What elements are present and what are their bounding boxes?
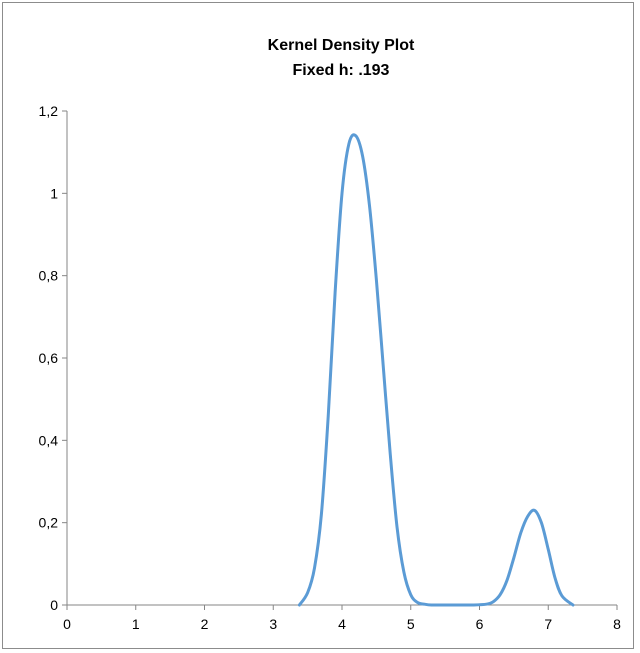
chart-title: Kernel Density Plot bbox=[268, 37, 415, 54]
x-tick-label: 0 bbox=[63, 616, 71, 632]
y-tick-label: 1 bbox=[50, 185, 58, 201]
y-tick-label: 0,8 bbox=[39, 268, 59, 284]
x-axis-ticks: 0 1 2 3 4 5 6 7 8 bbox=[63, 605, 621, 632]
x-tick-label: 6 bbox=[476, 616, 484, 632]
density-line bbox=[297, 133, 575, 607]
y-tick-label: 0 bbox=[50, 597, 58, 613]
y-axis-ticks: 0 0,2 0,4 0,6 0,8 1 1,2 bbox=[39, 103, 67, 613]
y-tick-label: 0,2 bbox=[39, 515, 59, 531]
y-tick-label: 0,4 bbox=[39, 432, 59, 448]
x-tick-label: 7 bbox=[544, 616, 552, 632]
chart-subtitle: Fixed h: .193 bbox=[293, 62, 390, 79]
y-tick-label: 1,2 bbox=[39, 103, 59, 119]
x-tick-label: 8 bbox=[613, 616, 621, 632]
y-tick-label: 0,6 bbox=[39, 350, 59, 366]
x-tick-label: 1 bbox=[132, 616, 140, 632]
x-tick-label: 2 bbox=[201, 616, 209, 632]
x-tick-label: 3 bbox=[269, 616, 277, 632]
x-tick-label: 4 bbox=[338, 616, 346, 632]
series-layer bbox=[297, 133, 575, 607]
x-tick-label: 5 bbox=[407, 616, 415, 632]
